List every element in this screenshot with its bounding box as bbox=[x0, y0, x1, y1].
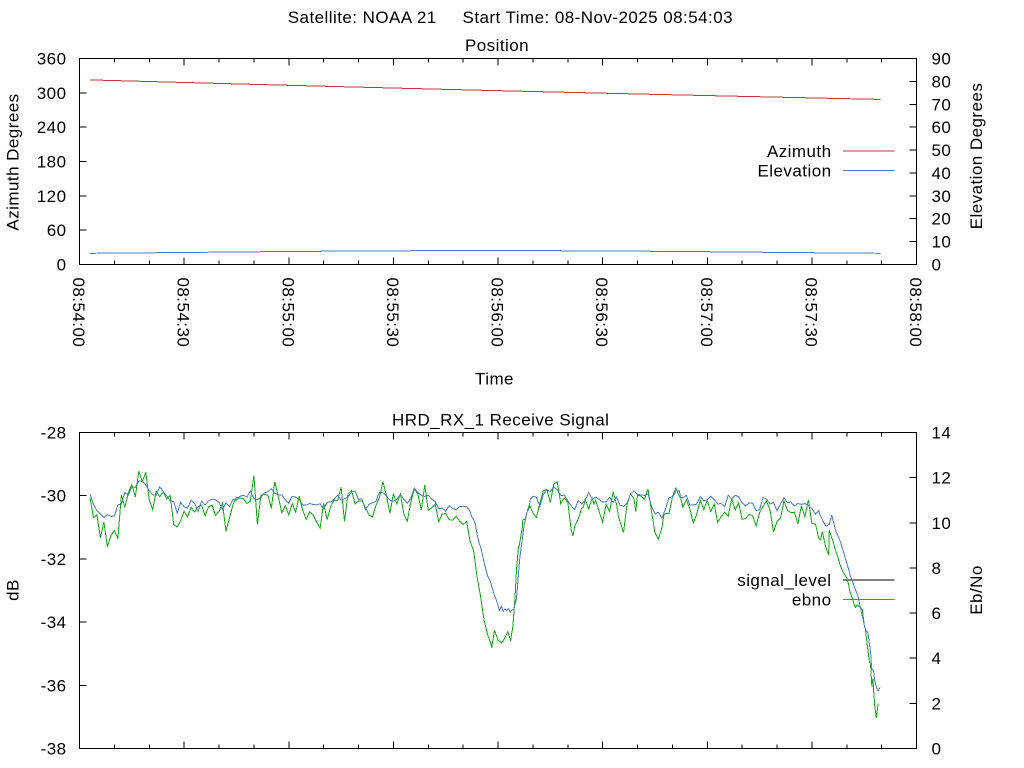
svg-text:08:56:30: 08:56:30 bbox=[592, 278, 611, 348]
svg-text:-28: -28 bbox=[41, 424, 67, 443]
svg-text:-34: -34 bbox=[41, 613, 67, 632]
svg-text:60: 60 bbox=[47, 221, 67, 240]
svg-text:20: 20 bbox=[932, 210, 952, 229]
svg-text:120: 120 bbox=[37, 187, 67, 206]
svg-text:40: 40 bbox=[932, 164, 952, 183]
svg-text:Position: Position bbox=[465, 36, 529, 55]
svg-text:Eb/No: Eb/No bbox=[967, 565, 986, 615]
svg-text:180: 180 bbox=[37, 153, 67, 172]
svg-text:30: 30 bbox=[932, 187, 952, 206]
svg-text:-36: -36 bbox=[41, 676, 67, 695]
svg-text:14: 14 bbox=[932, 424, 952, 443]
svg-text:8: 8 bbox=[932, 559, 942, 578]
svg-text:50: 50 bbox=[932, 141, 952, 160]
svg-text:60: 60 bbox=[932, 118, 952, 137]
svg-text:08:57:30: 08:57:30 bbox=[801, 278, 820, 348]
svg-text:300: 300 bbox=[37, 84, 67, 103]
svg-text:signal_level: signal_level bbox=[737, 571, 831, 590]
svg-text:Satellite: NOAA 21 Start T: Satellite: NOAA 21 Start Time: 08-Nov-20… bbox=[288, 8, 733, 27]
svg-text:08:54:00: 08:54:00 bbox=[69, 278, 88, 348]
svg-text:90: 90 bbox=[932, 50, 952, 69]
svg-text:Elevation: Elevation bbox=[758, 162, 832, 181]
svg-text:0: 0 bbox=[932, 256, 942, 275]
svg-text:0: 0 bbox=[57, 256, 67, 275]
svg-text:-32: -32 bbox=[41, 550, 67, 569]
svg-text:08:55:30: 08:55:30 bbox=[383, 278, 402, 348]
svg-text:HRD_RX_1 Receive Signal: HRD_RX_1 Receive Signal bbox=[392, 411, 609, 430]
svg-text:2: 2 bbox=[932, 694, 942, 713]
svg-text:Azimuth Degrees: Azimuth Degrees bbox=[4, 93, 23, 230]
svg-text:-30: -30 bbox=[41, 487, 67, 506]
svg-text:4: 4 bbox=[932, 649, 942, 668]
svg-text:dB: dB bbox=[4, 579, 23, 601]
svg-text:08:55:00: 08:55:00 bbox=[278, 278, 297, 348]
svg-text:ebno: ebno bbox=[792, 591, 832, 610]
svg-text:0: 0 bbox=[932, 740, 942, 759]
svg-text:70: 70 bbox=[932, 95, 952, 114]
svg-text:360: 360 bbox=[37, 50, 67, 69]
svg-text:Azimuth: Azimuth bbox=[767, 142, 832, 161]
svg-text:10: 10 bbox=[932, 233, 952, 252]
svg-text:08:56:00: 08:56:00 bbox=[488, 278, 507, 348]
svg-text:240: 240 bbox=[37, 118, 67, 137]
svg-text:12: 12 bbox=[932, 469, 952, 488]
svg-text:Time: Time bbox=[475, 370, 514, 389]
svg-text:80: 80 bbox=[932, 72, 952, 91]
svg-text:Elevation Degrees: Elevation Degrees bbox=[967, 83, 986, 230]
svg-text:6: 6 bbox=[932, 604, 942, 623]
svg-text:10: 10 bbox=[932, 514, 952, 533]
svg-text:-38: -38 bbox=[41, 740, 67, 759]
svg-text:08:58:00: 08:58:00 bbox=[906, 278, 925, 348]
svg-text:08:57:00: 08:57:00 bbox=[697, 278, 716, 348]
svg-text:08:54:30: 08:54:30 bbox=[174, 278, 193, 348]
